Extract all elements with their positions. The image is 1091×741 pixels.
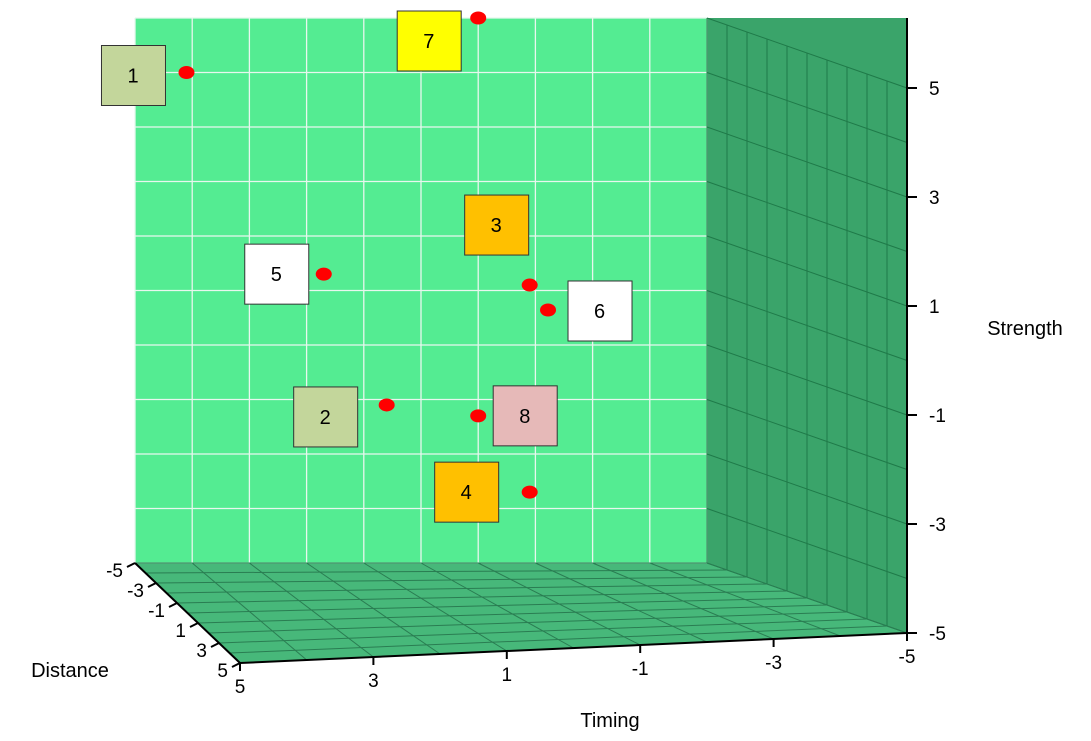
grid-line (706, 290, 908, 361)
point-label-box-7 (396, 10, 462, 72)
grid-line (176, 590, 788, 604)
x-tick-label: -1 (632, 659, 649, 680)
point-label-box-1 (100, 45, 166, 106)
y-tick-label: -3 (127, 581, 144, 602)
y-tick-label: 5 (217, 661, 228, 682)
x-tick-label: 1 (502, 665, 513, 686)
grid-line (706, 72, 908, 143)
z-tick-label: -1 (929, 406, 946, 427)
data-point-6 (540, 303, 557, 317)
grid-line (706, 399, 908, 470)
y-axis-line (134, 562, 241, 664)
x-axis-title: Timing (580, 710, 639, 732)
grid-line (706, 453, 908, 525)
chart-points: 1 2 3 4 5 6 7 8 (100, 10, 633, 523)
grid-line (197, 604, 828, 624)
z-tick-label: 3 (929, 188, 940, 209)
chart-axes (134, 18, 908, 664)
x-axis-line (239, 632, 908, 664)
data-point-2 (378, 398, 395, 412)
point-label-box-4 (434, 461, 500, 523)
data-point-1 (178, 66, 195, 79)
grid-line (229, 625, 888, 654)
z-tick-label: -5 (929, 624, 946, 645)
y-tick-label: 1 (175, 621, 186, 642)
z-tick-label: 1 (929, 297, 940, 318)
point-label-box-3 (464, 194, 530, 256)
data-point-4 (521, 485, 538, 499)
point-label-box-6 (567, 280, 633, 342)
point-label-2: 2 (320, 407, 331, 429)
point-label-box-5 (244, 243, 310, 305)
grid-line (187, 597, 808, 614)
grid-line (706, 126, 908, 198)
point-label-box-8 (492, 385, 558, 447)
grid-line (706, 344, 908, 416)
point-label-3: 3 (491, 215, 502, 237)
point-label-1: 1 (127, 66, 138, 88)
y-axis-title: Distance (31, 660, 109, 682)
chart-walls (135, 18, 907, 663)
y-tick-mark (210, 642, 220, 648)
point-label-5: 5 (271, 264, 282, 286)
grid-line (145, 569, 728, 574)
point-label-4: 4 (461, 482, 472, 504)
point-label-6: 6 (594, 301, 605, 323)
x-tick-label: 5 (235, 677, 246, 698)
grid-line (208, 611, 848, 634)
x-tick-label: 3 (368, 671, 379, 692)
y-tick-mark (189, 622, 199, 628)
grid-line (706, 17, 908, 89)
grid-line (218, 618, 868, 644)
grid-line (706, 181, 908, 252)
data-point-7 (470, 11, 487, 25)
data-point-8 (470, 409, 487, 423)
y-tick-label: -5 (106, 561, 123, 582)
data-point-3 (521, 278, 538, 292)
y-tick-label: 3 (196, 641, 207, 662)
y-tick-mark (168, 602, 178, 608)
y-tick-mark (147, 582, 157, 588)
x-tick-label: -3 (765, 653, 782, 674)
point-label-box-2 (293, 386, 359, 448)
point-label-8: 8 (519, 406, 530, 428)
z-tick-label: 5 (929, 79, 940, 100)
y-tick-label: -1 (148, 601, 165, 622)
grid-line (706, 235, 908, 307)
z-tick-label: -3 (929, 515, 946, 536)
grid-line (706, 508, 908, 579)
point-label-7: 7 (423, 31, 434, 53)
z-axis-title: Strength (987, 318, 1063, 340)
data-point-5 (315, 267, 332, 281)
y-tick-mark (231, 662, 241, 668)
grid-line (155, 576, 748, 584)
grid-line (166, 583, 768, 594)
y-tick-mark (126, 562, 136, 568)
x-tick-label: -5 (899, 647, 916, 668)
